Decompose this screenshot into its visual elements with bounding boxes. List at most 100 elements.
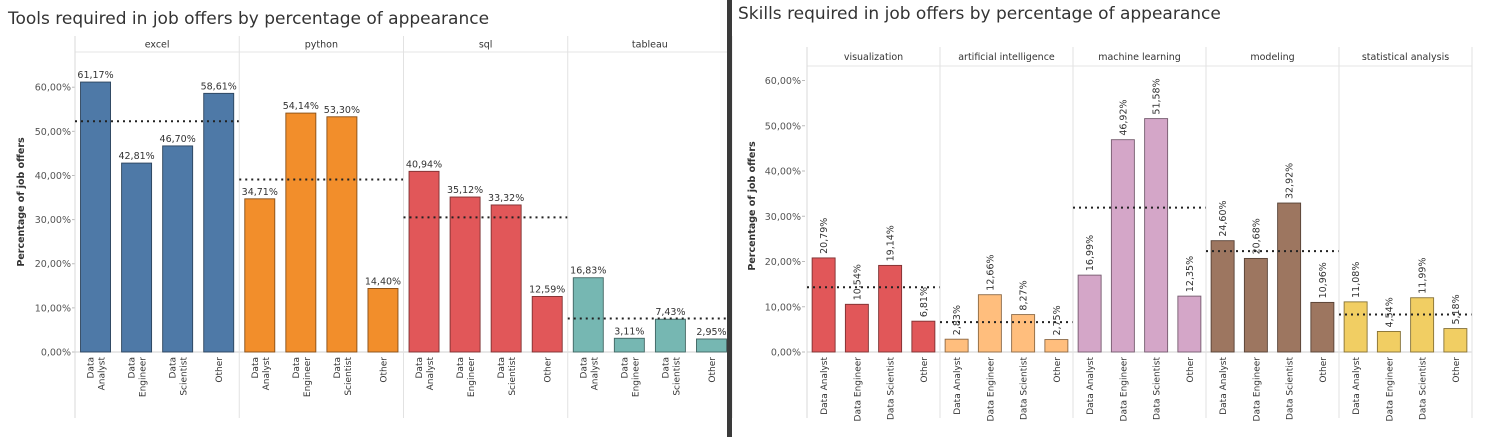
bar (80, 81, 111, 353)
y-tick-label: 40,00% (35, 171, 71, 182)
bar (367, 288, 399, 353)
facet-visualization: visualization 20,79% Data Analyst 10,54% Dat… (807, 52, 940, 421)
bar-value-label: 58,61% (201, 81, 237, 92)
bar (844, 303, 869, 353)
bar (408, 170, 440, 353)
facet-label: machine learning (1098, 52, 1181, 63)
facet-label: tableau (632, 40, 668, 51)
facet-label: statistical analysis (1362, 52, 1449, 63)
y-axis-label: Percentage of job offers (747, 141, 758, 271)
category-label: Data (620, 357, 630, 379)
y-tick-label: 60,00% (35, 83, 71, 94)
bar-value-label: 46,70% (160, 134, 196, 145)
bar (613, 337, 645, 353)
bar-value-label: 3,11% (614, 326, 644, 337)
bar (1110, 139, 1135, 353)
bar-value-label: 53,30% (324, 105, 360, 116)
bar-value-label: 4,54% (1384, 297, 1395, 327)
y-tick-label: 10,00% (765, 302, 801, 313)
bar-value-label: 51,58% (1152, 78, 1163, 114)
y-tick-label: 20,00% (35, 259, 71, 270)
category-label: Data Analyst (1219, 357, 1229, 415)
bar-value-label: 11,99% (1418, 258, 1429, 294)
category-label: Data (292, 357, 302, 379)
bar-value-label: 35,12% (447, 185, 483, 196)
category-label: Data (87, 357, 97, 379)
category-label: Analyst (590, 357, 600, 391)
bar (121, 162, 153, 353)
bar-value-label: 40,94% (406, 159, 442, 170)
bar-value-label: 16,99% (1085, 235, 1096, 271)
category-label: Other (215, 357, 225, 383)
bar (1243, 257, 1268, 353)
category-label: Other (1452, 357, 1462, 383)
bar-value-label: 42,81% (118, 151, 154, 162)
chart-skills: Skills required in job offers by percent… (738, 4, 1473, 422)
bar (1144, 118, 1169, 353)
bar (944, 338, 969, 353)
facet-statistical-analysis: statistical analysis 11,08% Data Analyst 4,… (1338, 47, 1472, 422)
category-label: Data (497, 357, 507, 379)
bar-value-label: 12,66% (985, 254, 996, 290)
y-tick-label: 30,00% (35, 215, 71, 226)
bar (1077, 274, 1102, 353)
category-label: Data (456, 357, 466, 379)
y-tick-label: 0,00% (771, 348, 801, 359)
dashboard-divider (727, 0, 732, 437)
y-tick-label: 40,00% (765, 167, 801, 178)
category-label: Data (661, 357, 671, 379)
bar (654, 318, 686, 353)
category-label: Other (1319, 357, 1329, 383)
bar-value-label: 10,96% (1318, 262, 1329, 298)
bar-value-label: 5,18% (1451, 294, 1462, 324)
y-tick-label: 0,00% (41, 348, 71, 359)
category-label: Data Engineer (986, 357, 996, 422)
chart-title: Skills required in job offers by percent… (738, 4, 1221, 24)
category-label: Other (379, 357, 389, 383)
bar (911, 320, 936, 353)
category-label: Data Analyst (820, 357, 830, 415)
facet-label: sql (479, 40, 493, 51)
category-label: Data Scientist (1286, 357, 1296, 420)
category-label: Other (708, 357, 718, 383)
bar (449, 196, 481, 353)
category-label: Data Engineer (1385, 357, 1395, 422)
bar (162, 145, 194, 353)
bar (285, 112, 317, 353)
bar-value-label: 6,81% (919, 287, 930, 317)
category-label: Other (1053, 357, 1063, 383)
bar-value-label: 12,59% (529, 284, 565, 295)
bar (572, 277, 604, 353)
category-label: Scientist (180, 357, 190, 396)
category-label: Data Scientist (1153, 357, 1163, 420)
category-label: Other (1186, 357, 1196, 383)
bar (977, 294, 1002, 353)
bar (1343, 301, 1368, 353)
category-label: Other (920, 357, 930, 383)
category-label: Engineer (631, 357, 641, 397)
facet-label: excel (145, 40, 170, 51)
category-label: Engineer (303, 357, 313, 397)
category-label: Analyst (262, 357, 272, 391)
chart-tools: Tools required in job offers by percenta… (7, 9, 733, 418)
bar (1177, 295, 1202, 353)
category-label: Analyst (426, 357, 436, 391)
category-label: Data (415, 357, 425, 379)
bar-value-label: 14,40% (365, 276, 401, 287)
bar (203, 92, 235, 353)
bar-value-label: 2,95% (696, 327, 726, 338)
y-tick-label: 50,00% (765, 121, 801, 132)
category-label: Data Analyst (953, 357, 963, 415)
category-label: Data (251, 357, 261, 379)
bar (1044, 339, 1069, 353)
y-tick-label: 50,00% (35, 127, 71, 138)
category-label: Data (333, 357, 343, 379)
facet-label: visualization (844, 52, 903, 63)
bar (1310, 301, 1335, 353)
bar (490, 204, 522, 353)
facet-label: python (305, 40, 338, 51)
